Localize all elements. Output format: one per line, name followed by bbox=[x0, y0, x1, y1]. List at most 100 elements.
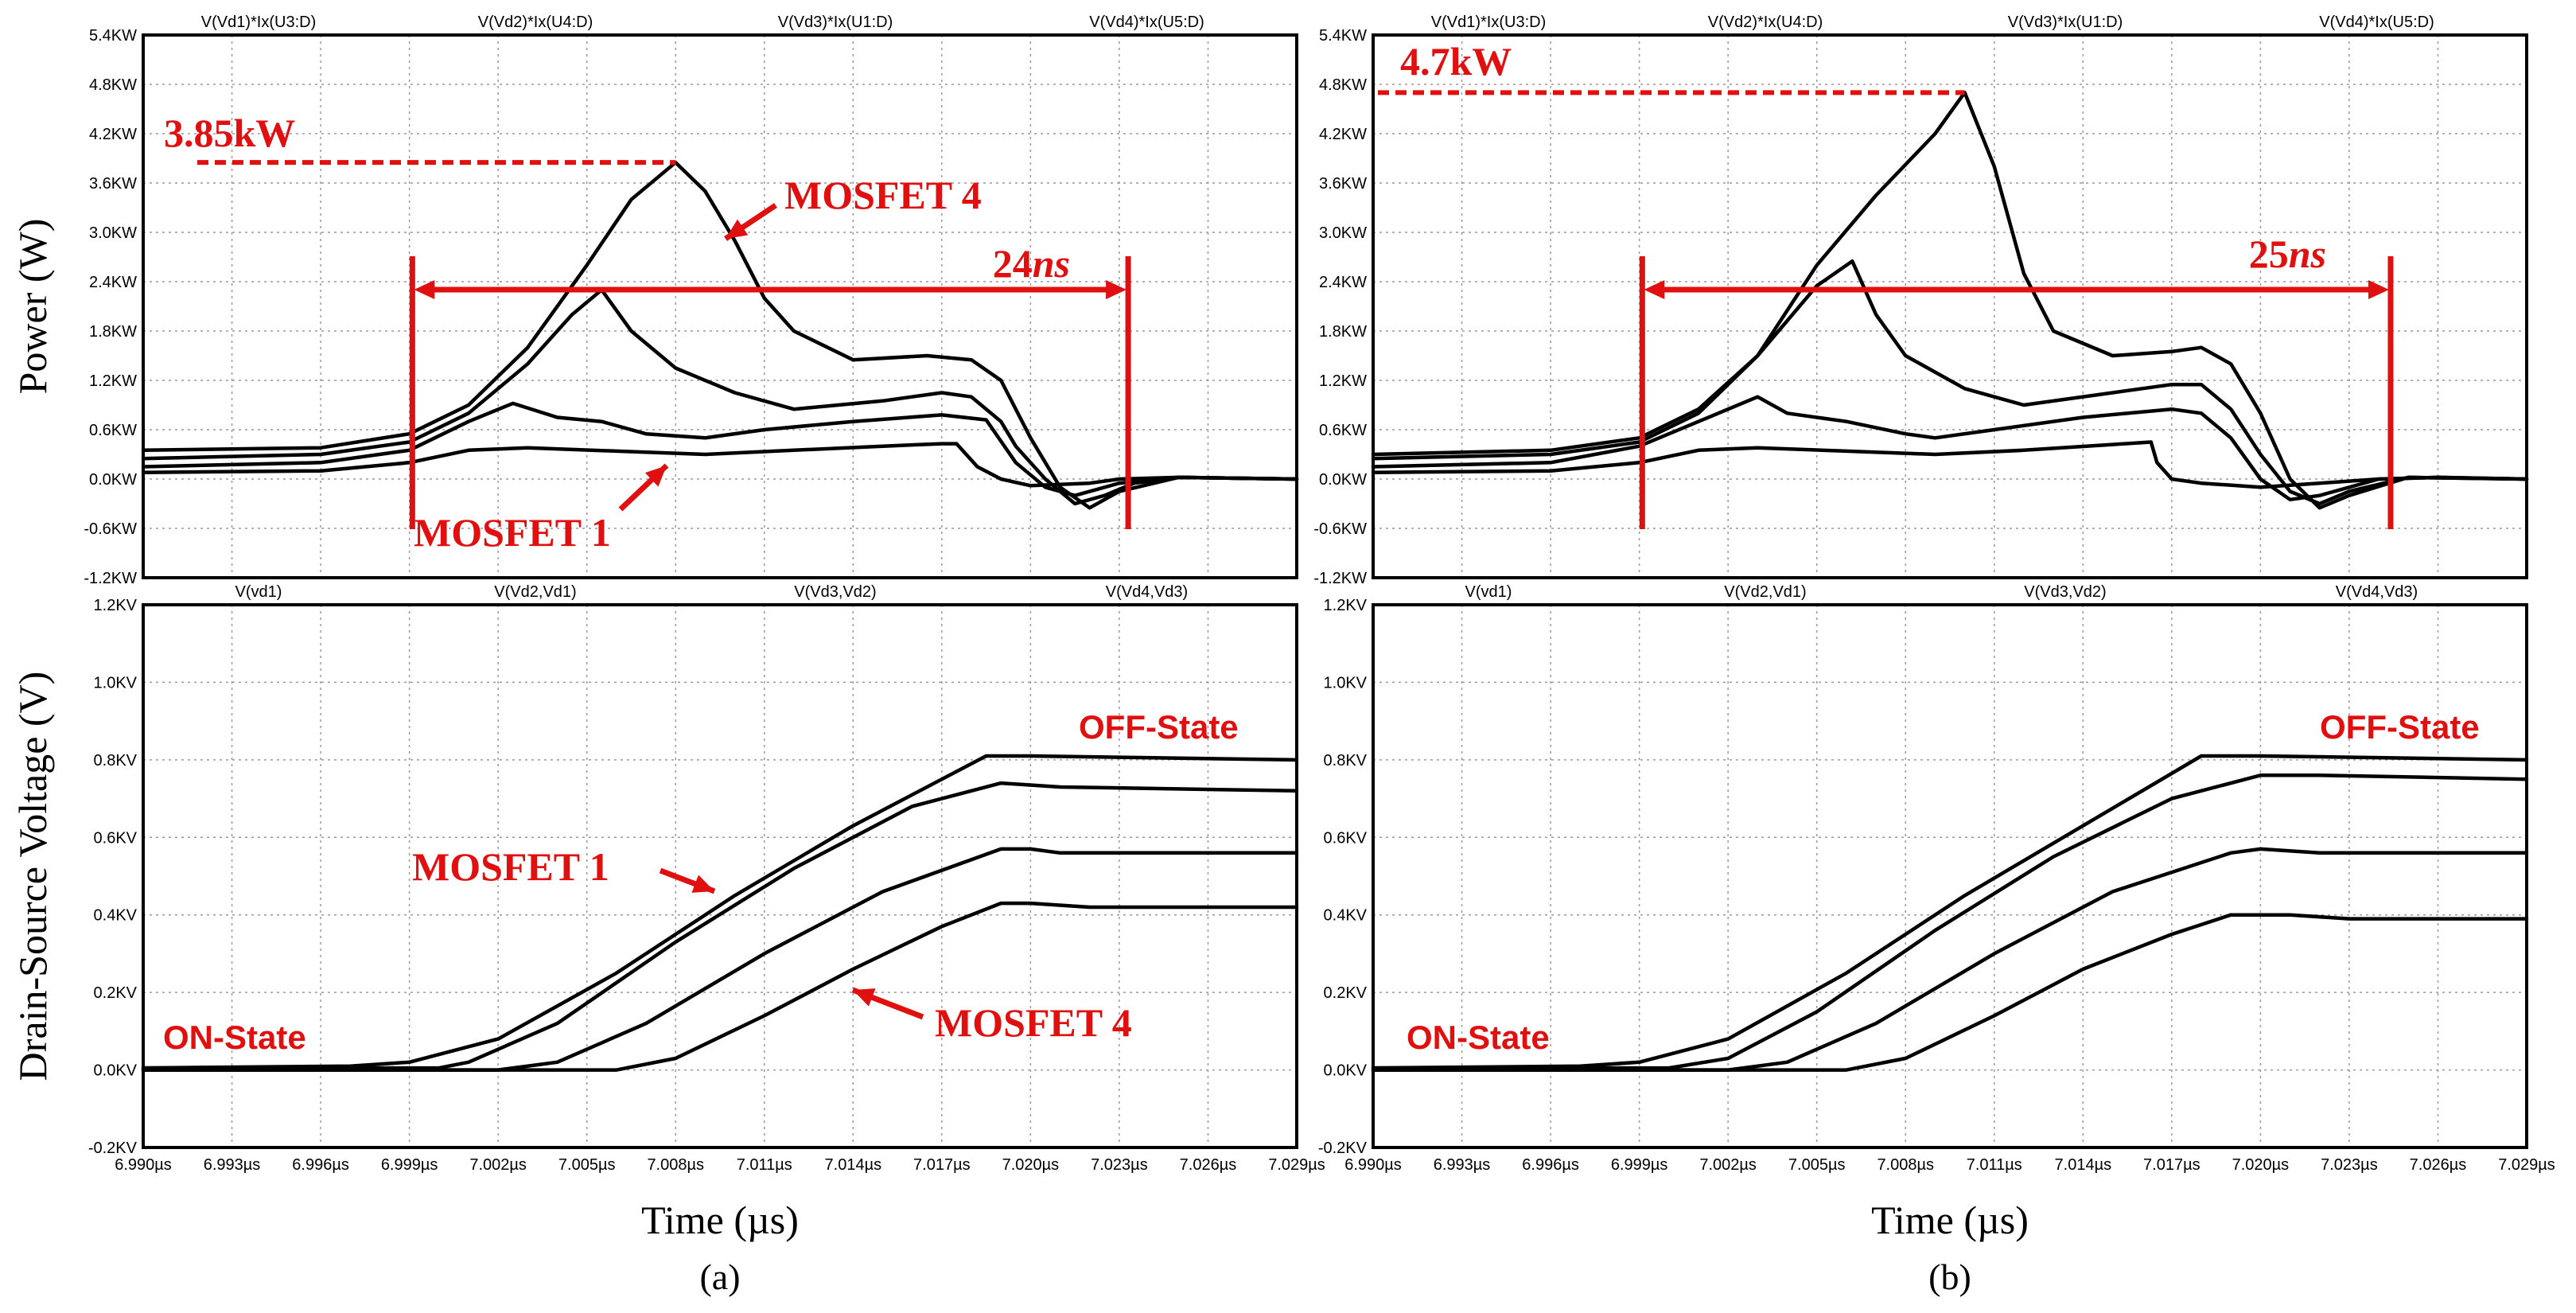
x-tick-label: 7.029µs bbox=[1268, 1156, 1325, 1174]
y-tick-label: 0.4KV bbox=[94, 907, 138, 925]
on-state-label-a: ON-State bbox=[163, 1019, 306, 1056]
y-tick-label: -1.2KW bbox=[84, 570, 137, 587]
y-tick-label: 1.8KW bbox=[1319, 323, 1367, 341]
width-label-a: 24ns bbox=[993, 241, 1070, 286]
panel-label: (a) bbox=[699, 1257, 740, 1297]
series-line-3 bbox=[1371, 259, 2529, 506]
x-tick-label: 6.996µs bbox=[292, 1156, 349, 1174]
x-tick-label: 6.993µs bbox=[1434, 1156, 1491, 1174]
y-tick-label: 0.0KV bbox=[94, 1062, 138, 1080]
trace-label: V(Vd4,Vd3) bbox=[2336, 583, 2418, 601]
x-tick-label: 7.014µs bbox=[825, 1156, 882, 1174]
trace-label: V(Vd3)*Ix(U1:D) bbox=[2008, 14, 2123, 31]
x-tick-label: 6.999µs bbox=[381, 1156, 438, 1174]
y-tick-label: 0.0KW bbox=[1319, 471, 1367, 489]
y-tick-label: 1.2KV bbox=[1324, 597, 1368, 614]
y-tick-label: 0.6KV bbox=[1324, 829, 1368, 847]
plot-frame bbox=[142, 33, 1298, 579]
mosfet1-power-label-a: MOSFET 1 bbox=[414, 510, 611, 555]
y-tick-label: 0.8KV bbox=[94, 752, 138, 769]
x-tick-label: 7.005µs bbox=[558, 1156, 616, 1174]
panel-label: (b) bbox=[1928, 1257, 1971, 1297]
trace-label: V(Vd4)*Ix(U5:D) bbox=[2319, 14, 2434, 31]
y-tick-label: 1.2KW bbox=[89, 372, 137, 390]
width-arrow-left-head-a bbox=[414, 280, 435, 299]
y-tick-label: 3.0KW bbox=[89, 224, 137, 242]
trace-label: V(Vd2)*Ix(U4:D) bbox=[1708, 14, 1823, 31]
y-tick-label: 1.2KV bbox=[94, 597, 138, 614]
mosfet1-voltage-label-a: MOSFET 1 bbox=[412, 844, 609, 889]
x-tick-label: 6.990µs bbox=[1344, 1156, 1402, 1174]
x-tick-label: 7.005µs bbox=[1788, 1156, 1846, 1174]
trace-label: V(Vd3,Vd2) bbox=[2024, 583, 2106, 601]
series-line-1 bbox=[1371, 754, 2529, 1070]
y-tick-label: 3.0KW bbox=[1319, 224, 1367, 242]
x-tick-label: 6.993µs bbox=[204, 1156, 261, 1174]
series-line-4 bbox=[141, 901, 1299, 1072]
trace-label: V(Vd3,Vd2) bbox=[794, 583, 876, 601]
y-tick-label: 0.6KV bbox=[94, 829, 138, 847]
series-line-2 bbox=[1371, 395, 2529, 502]
trace-label: V(Vd2,Vd1) bbox=[494, 583, 576, 601]
y-tick-label: 0.4KV bbox=[1324, 907, 1368, 925]
y-tick-label: 4.2KW bbox=[89, 126, 137, 143]
voltage-axes-1: 1.2KV 1.0KV 0.8KV 0.6KV 0.4KV 0.2KV 0.0KV -0.2K… bbox=[1318, 583, 2555, 1174]
y-tick-label: 1.2KW bbox=[1319, 372, 1367, 390]
series-line-2 bbox=[1371, 773, 2529, 1070]
x-tick-label: 6.999µs bbox=[1611, 1156, 1668, 1174]
trace-label: V(vd1) bbox=[1465, 583, 1512, 601]
x-tick-label: 7.026µs bbox=[2410, 1156, 2467, 1174]
series-line-4 bbox=[1371, 913, 2529, 1072]
x-tick-label: 7.020µs bbox=[1002, 1156, 1060, 1174]
series-line-1 bbox=[1371, 440, 2529, 489]
x-tick-label: 7.017µs bbox=[913, 1156, 971, 1174]
plot-frame bbox=[1372, 33, 2528, 579]
x-tick-label: 7.008µs bbox=[1877, 1156, 1934, 1174]
y-tick-label: 2.4KW bbox=[1319, 274, 1367, 291]
y-tick-label: 1.8KW bbox=[89, 323, 137, 341]
width-label-b: 25ns bbox=[2249, 232, 2326, 276]
y-tick-label: 0.6KW bbox=[89, 422, 137, 439]
y-tick-label: 0.0KV bbox=[1324, 1062, 1368, 1080]
y-tick-label: 4.8KW bbox=[89, 76, 137, 94]
y-tick-label: 0.0KW bbox=[89, 471, 137, 489]
series-line-1 bbox=[141, 754, 1299, 1070]
series-line-3 bbox=[1371, 847, 2529, 1072]
power-axes-1: 5.4KW 4.8KW 4.2KW 3.6KW 3.0KW 2.4KW 1.8KW 1.2KW… bbox=[1313, 14, 2529, 587]
x-tick-label: 6.996µs bbox=[1522, 1156, 1579, 1174]
mosfet4-power-arrow-a-head bbox=[726, 219, 749, 239]
x-axis-title: Time (µs) bbox=[641, 1198, 799, 1242]
x-tick-label: 7.029µs bbox=[2498, 1156, 2555, 1174]
x-tick-label: 7.023µs bbox=[2321, 1156, 2378, 1174]
series-line-3 bbox=[141, 847, 1299, 1072]
off-state-label-b: OFF-State bbox=[2320, 708, 2480, 746]
trace-label: V(Vd2,Vd1) bbox=[1724, 583, 1806, 601]
y-tick-label: 0.2KV bbox=[1324, 984, 1368, 1002]
trace-label: V(vd1) bbox=[235, 583, 282, 601]
series-line-1 bbox=[141, 442, 1299, 488]
trace-label: V(Vd2)*Ix(U4:D) bbox=[478, 14, 593, 31]
y-tick-label: 0.2KV bbox=[94, 984, 138, 1002]
series-line-3 bbox=[141, 288, 1299, 506]
plot-frame bbox=[1372, 603, 2528, 1149]
y-tick-label: 2.4KW bbox=[89, 274, 137, 291]
series-line-2 bbox=[141, 781, 1299, 1070]
y-axis-title-power: Power (W) bbox=[10, 219, 55, 395]
trace-label: V(Vd1)*Ix(U3:D) bbox=[1431, 14, 1546, 31]
trace-label: V(Vd4)*Ix(U5:D) bbox=[1089, 14, 1204, 31]
x-tick-label: 7.023µs bbox=[1091, 1156, 1148, 1174]
y-tick-label: -0.2KV bbox=[1318, 1140, 1368, 1157]
y-tick-label: 1.0KV bbox=[1324, 674, 1368, 692]
width-arrow-right-head-a bbox=[1106, 280, 1127, 299]
trace-label: V(Vd4,Vd3) bbox=[1106, 583, 1188, 601]
width-arrow-left-head-b bbox=[1644, 280, 1665, 299]
x-tick-label: 7.008µs bbox=[647, 1156, 704, 1174]
x-axis-title: Time (µs) bbox=[1871, 1198, 2029, 1242]
y-tick-label: 5.4KW bbox=[1319, 27, 1367, 45]
trace-label: V(Vd3)*Ix(U1:D) bbox=[778, 14, 893, 31]
plot-frame bbox=[142, 603, 1298, 1149]
on-state-label-b: ON-State bbox=[1407, 1019, 1550, 1056]
width-arrow-right-head-b bbox=[2368, 280, 2389, 299]
